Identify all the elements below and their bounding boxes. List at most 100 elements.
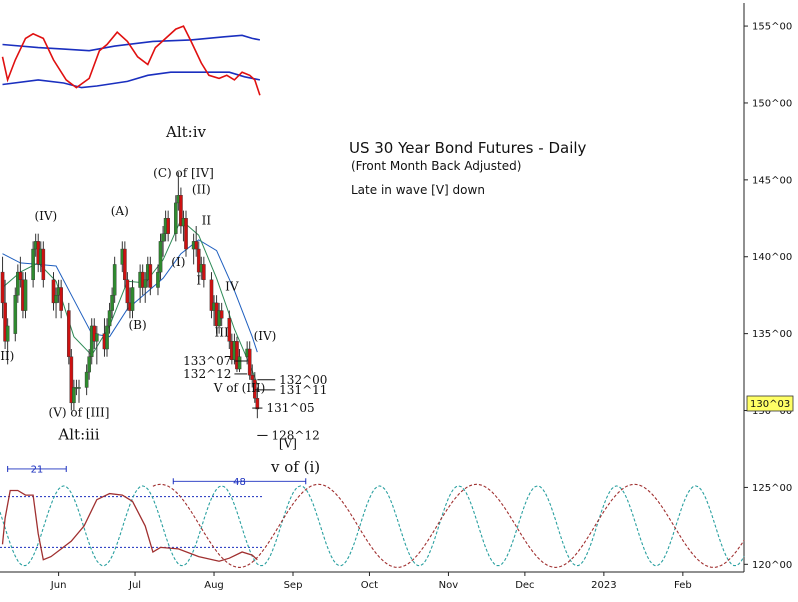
price-marker-label: 132^12: [183, 367, 231, 381]
time-tick-label: 2023: [591, 580, 616, 591]
candle-body: [219, 310, 224, 319]
candle-body: [158, 241, 163, 273]
candle-body: [41, 248, 46, 281]
band-lower-line: [2, 71, 261, 89]
candle-body: [31, 248, 35, 281]
current-price-label: 130^03: [750, 399, 790, 410]
moving-averages: [2, 218, 258, 385]
price-tick-label: 130^00: [752, 406, 792, 417]
price-marker-label: 131^11: [279, 383, 327, 397]
candle-body: [148, 264, 153, 288]
candle-body: [123, 248, 127, 281]
band-upper-line: [2, 34, 261, 52]
candle-body: [250, 374, 255, 380]
candle-body: [184, 218, 188, 250]
wave-label: (IV): [254, 329, 277, 343]
candle-body: [227, 318, 232, 342]
wave-label: Alt:iv: [165, 123, 207, 141]
candle-body: [125, 279, 130, 304]
candles: [0, 172, 260, 419]
price-tick-label: 150^00: [752, 98, 792, 109]
price-tick-label: 135^00: [752, 329, 792, 340]
wave-label: v of (i): [270, 458, 320, 476]
wave-label: II: [202, 213, 212, 227]
time-tick-label: Oct: [361, 580, 378, 591]
teal-cycle-line: [0, 485, 745, 567]
candle-body: [66, 310, 71, 357]
candle-body: [54, 294, 58, 304]
time-tick-label: Nov: [439, 580, 459, 591]
candle-body: [194, 241, 198, 250]
candle-body: [51, 279, 56, 304]
candle-body: [23, 279, 28, 311]
wave-label: V of (III): [213, 381, 266, 395]
price-tick-label: 145^00: [752, 175, 792, 186]
candle-body: [209, 279, 214, 311]
price-marker-label: 128^12: [272, 428, 320, 442]
cycle-measure-label: 48: [233, 477, 246, 488]
time-tick-label: Jun: [50, 580, 67, 591]
candle-body: [202, 264, 206, 281]
wave-label: [V]: [279, 436, 297, 450]
candle-body: [5, 325, 10, 342]
candle-body: [87, 356, 91, 373]
wave-label: (V) of [III]: [49, 406, 110, 420]
fast-moving-average-line: [2, 218, 258, 385]
candle-body: [196, 248, 201, 273]
candle-body: [69, 356, 74, 404]
wave-label: IV: [225, 280, 239, 294]
candle-body: [16, 271, 20, 296]
candle-body: [84, 371, 89, 388]
candle-body: [130, 287, 135, 311]
candle-body: [59, 287, 63, 311]
time-tick-label: Feb: [674, 580, 692, 591]
wave-label: III: [215, 326, 229, 340]
price-marker-label: 132^00: [279, 373, 327, 387]
candle-body: [77, 387, 81, 389]
wave-label: (IV): [34, 209, 57, 223]
chart-frame: [0, 3, 745, 573]
slow-moving-average-line: [2, 239, 258, 353]
wave-label: Alt:iii: [57, 426, 99, 444]
wave-label: (I): [171, 255, 185, 269]
candle-body: [112, 264, 117, 296]
cycle-measure-label: 21: [31, 464, 44, 475]
chart-note: Late in wave [V] down: [351, 183, 485, 197]
brown-cycle-line: [1, 489, 258, 562]
red-cycle-projection-line: [152, 483, 745, 568]
candle-body: [156, 271, 160, 288]
candle-body: [174, 202, 178, 234]
wave-label: (C) of [IV]: [153, 166, 214, 180]
candle-body: [247, 348, 252, 376]
cycle-panel: 21 48: [0, 464, 745, 568]
wave-labels: Alt:iv (C) of [IV] (II) II (I) I IV III (IV) V of…: [0, 123, 320, 476]
chart-title: US 30 Year Bond Futures - Daily: [349, 139, 587, 157]
time-tick-label: Sep: [284, 580, 303, 591]
candle-body: [72, 387, 76, 404]
candle-body: [237, 356, 242, 370]
candle-body: [18, 271, 23, 281]
candle-body: [255, 398, 260, 410]
price-tick-label: 155^00: [752, 22, 792, 33]
candle-body: [252, 379, 257, 399]
candle-body: [110, 294, 114, 311]
candle-body: [235, 341, 239, 370]
band-panel: [1, 25, 261, 96]
price-tick-label: 125^00: [752, 483, 792, 494]
wave-label: I: [196, 273, 201, 287]
chart-subtitle: (Front Month Back Adjusted): [351, 159, 521, 173]
oscillator-line: [1, 25, 261, 96]
candle-body: [3, 302, 7, 342]
candle-body: [0, 271, 5, 304]
axes: 155^00 150^00 145^00 140^00 135^00 130^00 125^…: [50, 22, 792, 591]
candle-body: [166, 218, 170, 234]
time-tick-label: Dec: [515, 580, 534, 591]
candle-body: [105, 325, 109, 350]
candle-body: [161, 233, 165, 242]
price-marker-label: 133^07: [183, 354, 231, 368]
candle-body: [107, 310, 112, 327]
price-tick-label: 140^00: [752, 252, 792, 263]
wave-label: (B): [128, 318, 146, 332]
